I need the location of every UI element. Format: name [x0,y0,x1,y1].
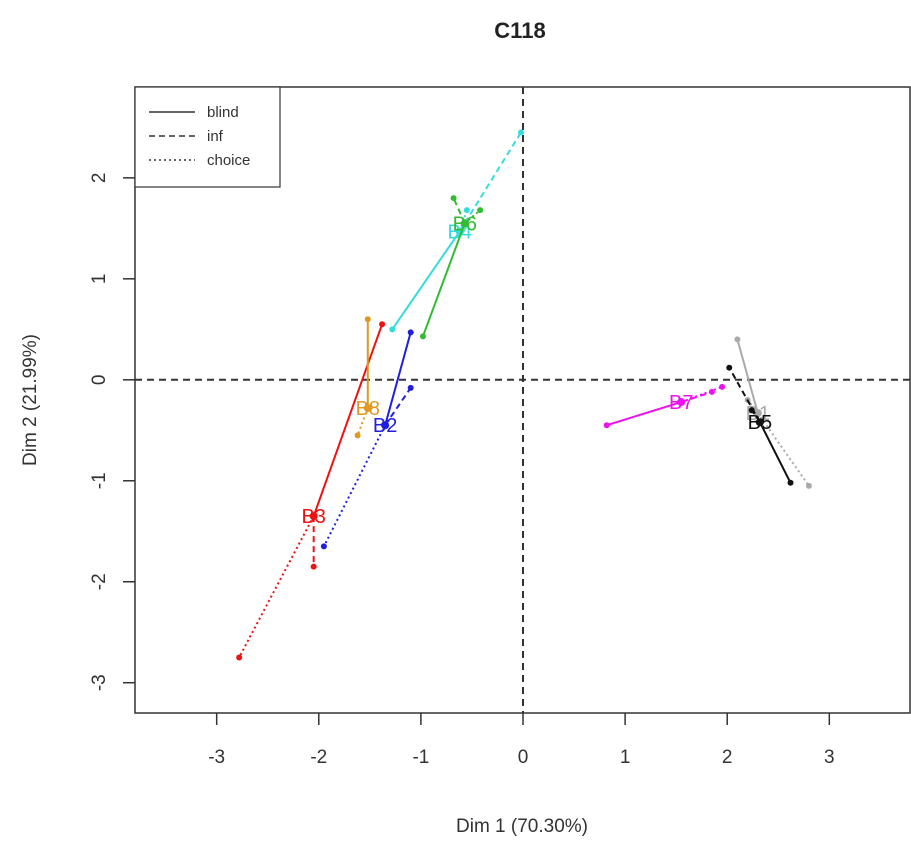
point-inf [310,563,317,570]
segment-choice [680,385,723,403]
x-axis: -3 -2 -1 0 1 2 3 [208,713,835,768]
x-tick-label: -2 [310,747,327,768]
segment-blind [421,222,466,337]
point-blind [379,321,386,328]
series-b3: B3 [236,321,386,661]
segment-blind [391,230,461,330]
y-tick-label: 0 [89,375,110,386]
segment-inf [452,197,466,224]
legend: blind inf choice [134,86,281,188]
point-blind [364,316,371,323]
point-center [677,398,686,407]
chart-title: C118 [494,18,545,43]
y-tick-label: 1 [89,274,110,285]
segment-blind [758,421,792,484]
point-label: B6 [453,213,477,235]
point-label: B3 [301,506,325,528]
point-choice [477,207,484,214]
point-choice [236,654,243,661]
y-tick-label: 2 [89,173,110,184]
point-center [755,418,764,427]
y-tick-label: -1 [89,472,110,489]
point-blind [787,479,794,486]
segment-choice [238,515,315,658]
series-b2: B2 [320,329,414,550]
point-inf [450,195,457,202]
x-tick-label: 2 [722,747,733,768]
segment-inf [384,387,412,426]
reference-lines [135,87,911,713]
y-tick-label: -2 [89,573,110,590]
x-tick-label: 3 [824,747,835,768]
point-inf [407,384,414,391]
point-choice [320,543,327,550]
point-choice [463,207,470,214]
x-axis-label: Dim 1 (70.30%) [456,816,588,837]
point-center [460,219,469,228]
point-blind [419,333,426,340]
point-choice [748,407,755,414]
series-b7: B7 [603,383,726,429]
point-center [753,409,762,418]
y-tick-label: -3 [89,674,110,691]
point-center [363,404,372,413]
point-label: B7 [669,392,693,414]
point-center [381,421,390,430]
point-label: B8 [356,398,380,420]
segment-blind [384,332,412,426]
point-label: B5 [748,412,772,434]
x-tick-label: -1 [412,747,429,768]
point-choice [719,383,726,390]
series-b5: B5 [726,364,794,486]
point-inf [517,129,524,136]
series-b6: B6 [419,195,484,340]
x-tick-label: -3 [208,747,225,768]
segment-blind [736,339,759,414]
point-choice [354,432,361,439]
point-center [309,512,318,521]
point-choice [805,482,812,489]
point-blind [734,336,741,343]
segment-blind [312,323,384,517]
x-tick-label: 0 [518,747,529,768]
y-axis: -3 -2 -1 0 1 2 [89,173,135,691]
point-inf [726,364,733,371]
legend-label-choice: choice [207,152,250,169]
series-b8: B8 [354,316,380,439]
segment-blind [606,401,682,427]
legend-label-blind: blind [207,104,239,121]
point-label: B2 [373,415,397,437]
series-b1: B1 [734,336,812,489]
legend-box [134,86,281,188]
x-tick-label: 1 [620,747,631,768]
legend-label-inf: inf [207,128,224,145]
segment-choice [323,424,387,547]
point-blind [407,329,414,336]
y-axis-label: Dim 2 (21.99%) [20,334,41,466]
segment-choice [464,209,481,225]
point-blind [389,326,396,333]
point-blind [603,422,610,429]
